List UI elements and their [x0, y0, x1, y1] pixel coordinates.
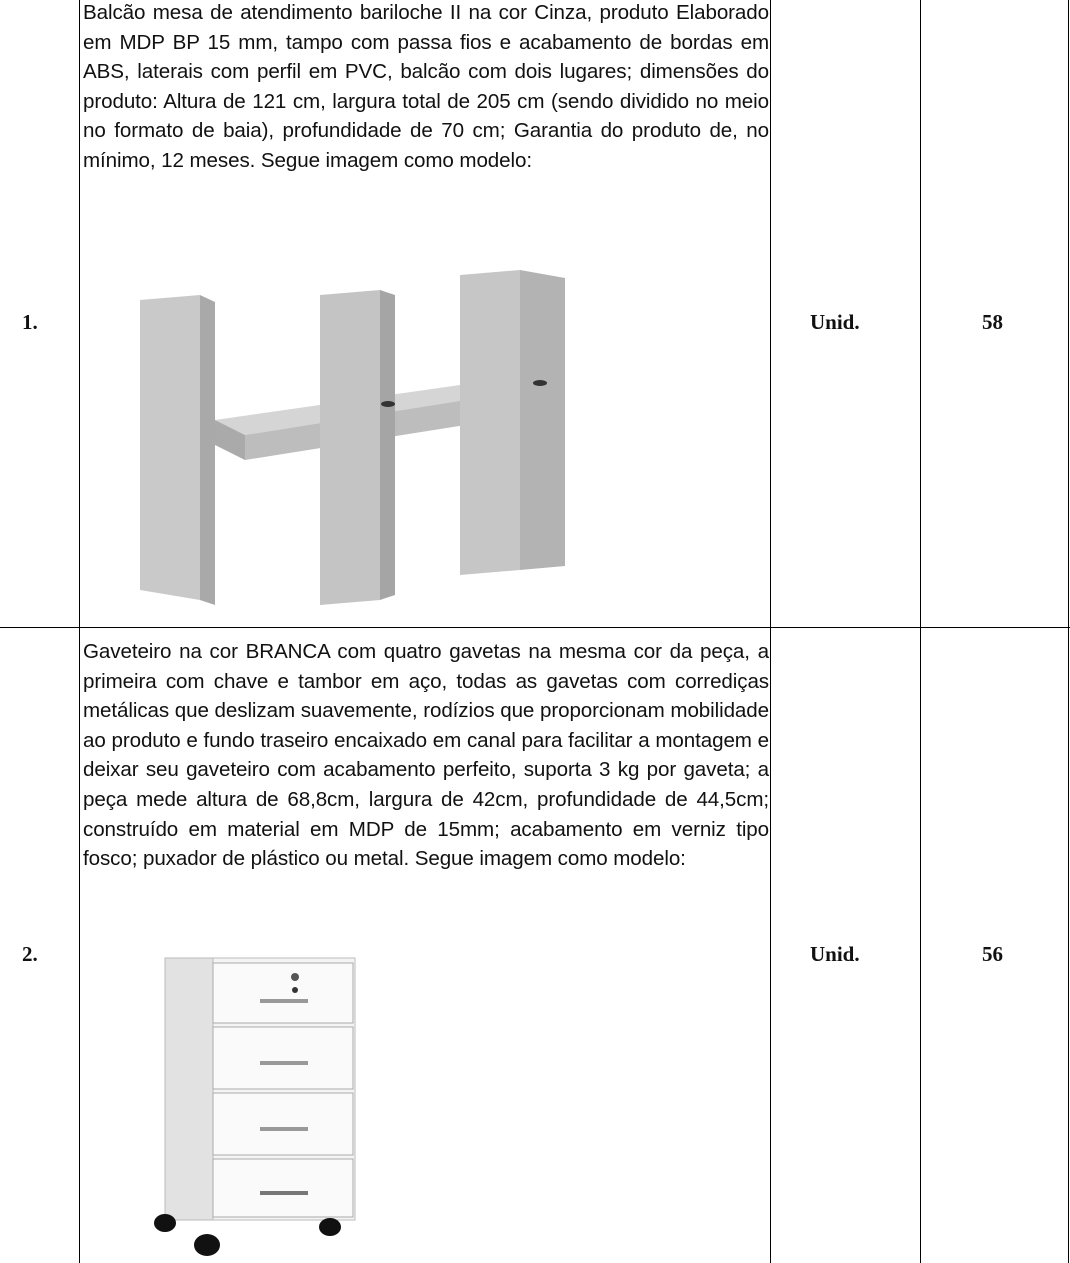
description: Gaveteiro na cor BRANCA com quatro gavet…: [83, 640, 769, 871]
column-border: [770, 0, 771, 1263]
column-border: [79, 0, 80, 1263]
column-border: [920, 0, 921, 1263]
quantity: 58: [982, 310, 1003, 334]
quantity: 56: [982, 942, 1003, 966]
desk-image: [140, 270, 565, 605]
unit: Unid.: [810, 310, 860, 334]
description: Balcão mesa de atendimento bariloche II …: [83, 1, 769, 172]
item-number: 1.: [22, 310, 38, 334]
column-border: [1068, 0, 1069, 1263]
row-border: [0, 627, 1070, 628]
drawer-image: [154, 957, 356, 1256]
unit: Unid.: [810, 942, 860, 966]
item-number: 2.: [22, 942, 38, 966]
